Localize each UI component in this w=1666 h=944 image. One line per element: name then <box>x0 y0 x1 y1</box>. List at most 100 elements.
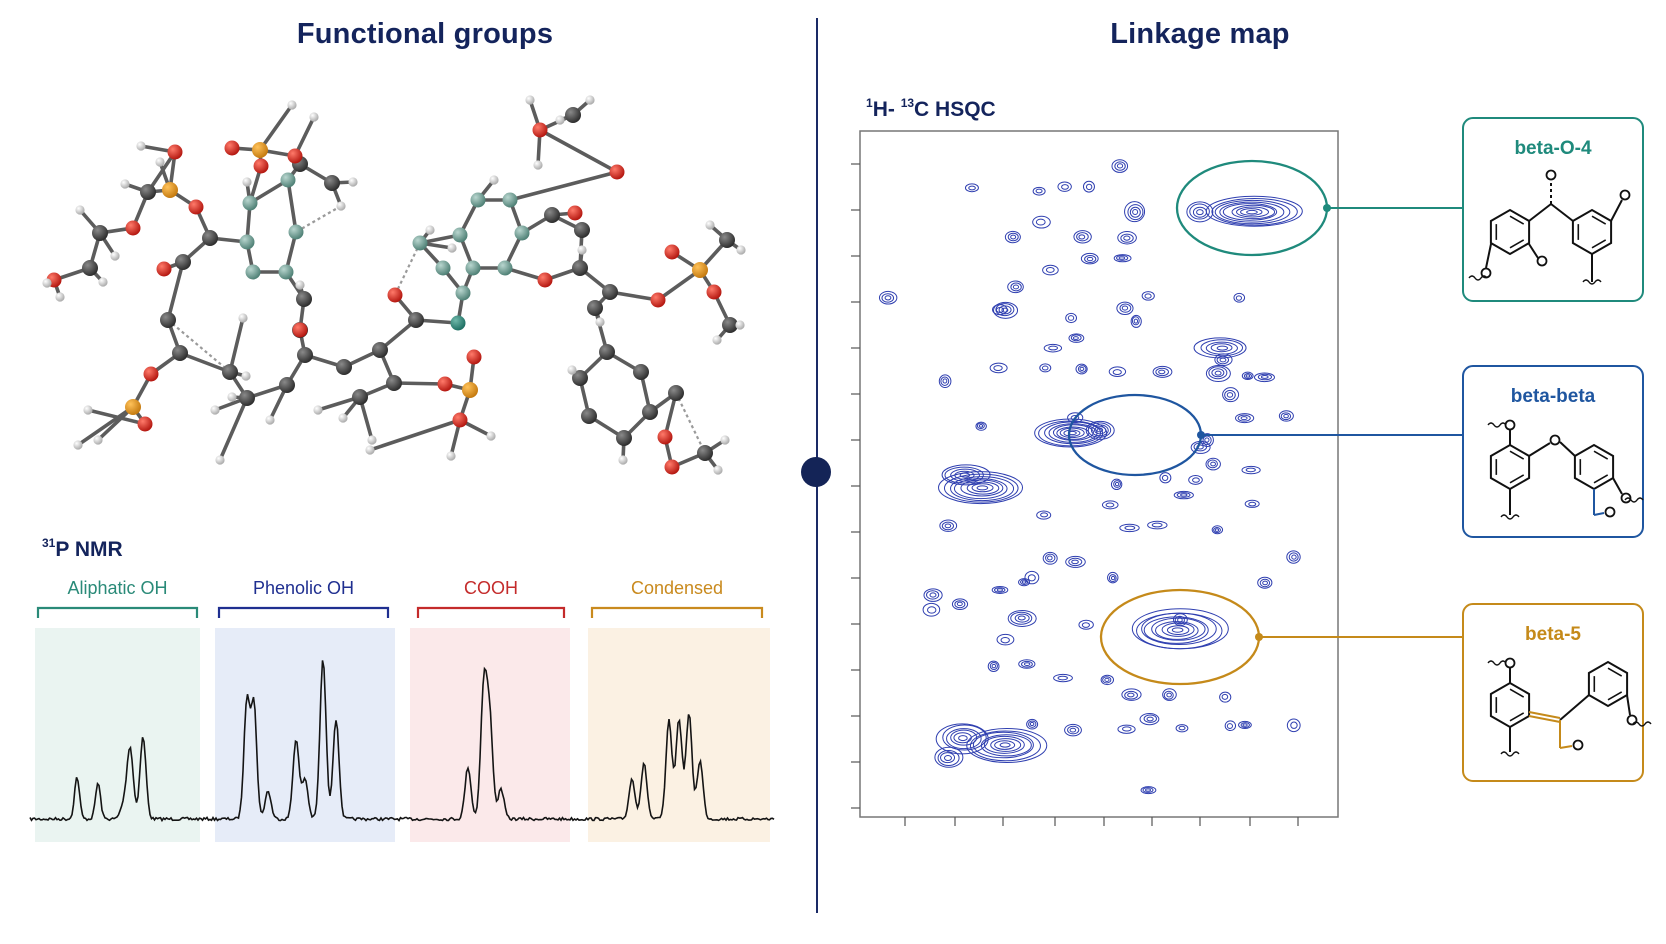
hsqc-contour <box>1039 363 1052 373</box>
hsqc-contour <box>1175 724 1189 733</box>
atom <box>93 435 103 445</box>
hydrogen-bond <box>167 319 231 373</box>
hsqc-contour <box>923 588 943 602</box>
hsqc-contour <box>1159 472 1172 484</box>
atom <box>242 177 252 187</box>
atom <box>577 245 587 255</box>
hsqc-contour <box>1219 691 1232 703</box>
atom <box>692 262 708 278</box>
hsqc-contour <box>951 598 969 610</box>
atom <box>489 175 499 185</box>
atom <box>618 455 628 465</box>
atom <box>222 364 238 380</box>
atom <box>137 416 153 432</box>
hsqc-contour <box>1007 280 1024 294</box>
atom <box>736 245 746 255</box>
hsqc-contour <box>1018 659 1036 669</box>
nmr-region-band <box>215 628 395 842</box>
atom <box>98 277 108 287</box>
atom <box>712 335 722 345</box>
bond <box>258 103 294 152</box>
nmr-region-label: Phenolic OH <box>253 578 354 598</box>
linkage-label: beta-5 <box>1525 624 1581 645</box>
hsqc-contour <box>1241 465 1261 475</box>
linkage-box <box>1462 365 1644 538</box>
hsqc-contour <box>1117 231 1137 245</box>
atom <box>215 455 225 465</box>
hsqc-major-contour <box>1186 201 1214 223</box>
hydrogen-bond <box>675 392 706 454</box>
chain-wavy-bond <box>1624 497 1644 503</box>
atom <box>450 315 466 331</box>
hsqc-contour <box>1004 230 1021 244</box>
oxygen-atom <box>1504 657 1516 669</box>
linkage-box <box>1462 117 1644 302</box>
atom <box>706 284 722 300</box>
nmr-region-bracket <box>36 606 199 618</box>
atom <box>466 349 482 365</box>
atom <box>719 232 735 248</box>
hsqc-contour <box>1036 510 1052 520</box>
atom <box>336 359 352 375</box>
atom <box>265 415 275 425</box>
linkage-box <box>1462 603 1644 782</box>
hsqc-contour <box>1235 413 1255 424</box>
nmr-region-label: COOH <box>464 578 518 598</box>
atom <box>313 405 323 415</box>
hsqc-contour <box>1278 410 1294 422</box>
nmr-region-bracket <box>416 606 566 618</box>
hsqc-contour <box>1111 159 1129 173</box>
bond <box>166 260 185 322</box>
structure-bond <box>1485 243 1492 269</box>
atom <box>572 370 588 386</box>
hsqc-contour <box>1032 215 1051 229</box>
atom <box>532 122 548 138</box>
atom <box>720 435 730 445</box>
hsqc-contour <box>1042 264 1059 276</box>
hsqc-contour <box>1065 555 1086 568</box>
hsqc-contour <box>1147 520 1168 530</box>
hsqc-contour <box>1067 412 1084 424</box>
atom <box>572 260 588 276</box>
chain-wavy-bond <box>1582 279 1602 285</box>
structure-bond <box>1559 694 1590 721</box>
atom <box>599 344 615 360</box>
structure-bond <box>1550 203 1574 222</box>
bond <box>228 316 245 374</box>
atom <box>279 377 295 393</box>
hsqc-contour <box>1141 291 1155 301</box>
structure-bond <box>1559 441 1576 457</box>
atom <box>110 251 120 261</box>
atom <box>75 205 85 215</box>
benzene-double-bonds <box>1579 450 1609 484</box>
atom <box>581 408 597 424</box>
atom <box>437 376 453 392</box>
hsqc-contour <box>987 660 1000 673</box>
atom <box>525 95 535 105</box>
hydrogen-bond <box>394 242 421 296</box>
atom <box>408 312 424 328</box>
hsqc-contour <box>1152 365 1173 378</box>
atom <box>633 364 649 380</box>
atom <box>722 317 738 333</box>
atom <box>602 284 618 300</box>
atom <box>544 207 560 223</box>
beta-o-4-structure <box>1468 169 1631 285</box>
atom <box>447 243 457 253</box>
hsqc-contour <box>1113 254 1132 263</box>
atom <box>446 451 456 461</box>
hsqc-contour <box>1286 550 1301 564</box>
hsqc-contour <box>1244 499 1260 508</box>
hsqc-contour <box>1101 500 1119 510</box>
hsqc-major-contour <box>1085 420 1115 440</box>
atom <box>162 182 178 198</box>
hsqc-contour <box>1162 688 1177 701</box>
hsqc-contour <box>1078 619 1094 630</box>
hsqc-contour <box>975 421 987 431</box>
atom <box>241 371 251 381</box>
linkage-map-title: Linkage map <box>1110 18 1290 50</box>
atom <box>73 440 83 450</box>
atom <box>452 412 468 428</box>
hsqc-contour <box>1108 366 1127 377</box>
